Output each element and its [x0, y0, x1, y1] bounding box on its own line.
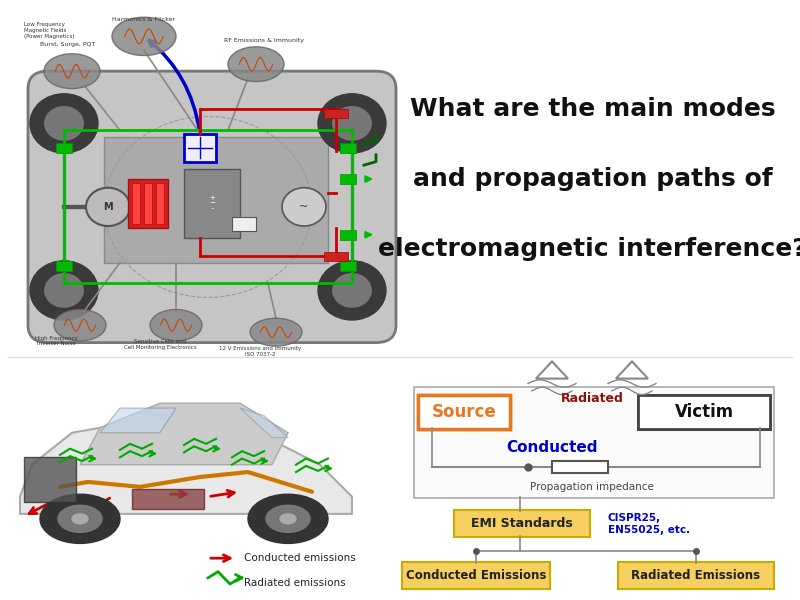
Bar: [132, 182, 140, 224]
Polygon shape: [20, 423, 352, 514]
Polygon shape: [80, 403, 288, 464]
Circle shape: [248, 494, 328, 544]
Bar: [24, 457, 76, 502]
Polygon shape: [240, 408, 288, 437]
Bar: [144, 182, 152, 224]
Text: electromagnetic interference?: electromagnetic interference?: [378, 236, 800, 260]
Text: and propagation paths of: and propagation paths of: [413, 167, 772, 191]
Text: CISPR25,
EN55025, etc.: CISPR25, EN55025, etc.: [608, 512, 690, 535]
FancyBboxPatch shape: [28, 71, 396, 343]
Text: ~: ~: [299, 202, 309, 212]
Bar: [132, 490, 204, 509]
Bar: [324, 252, 348, 261]
Circle shape: [72, 514, 88, 524]
Circle shape: [40, 494, 120, 544]
FancyBboxPatch shape: [618, 562, 774, 589]
FancyBboxPatch shape: [414, 387, 774, 498]
Text: Sensitive Cells and
Cell Monitoring Electronics: Sensitive Cells and Cell Monitoring Elec…: [124, 339, 196, 350]
Text: 12 V Emissions and Immunity
ISO 7037-2: 12 V Emissions and Immunity ISO 7037-2: [219, 346, 301, 357]
Circle shape: [333, 274, 371, 307]
Circle shape: [282, 188, 326, 226]
Text: Propagation impedance: Propagation impedance: [530, 482, 654, 492]
Text: M: M: [103, 202, 113, 212]
Bar: [232, 217, 256, 231]
Bar: [340, 142, 356, 153]
Text: +
─
–: + ─ –: [209, 196, 215, 211]
Ellipse shape: [228, 47, 284, 82]
Bar: [552, 461, 608, 473]
Text: Radiated emissions: Radiated emissions: [244, 578, 346, 588]
Circle shape: [318, 94, 386, 153]
Bar: [104, 137, 328, 263]
Bar: [340, 229, 356, 240]
Circle shape: [333, 107, 371, 140]
Bar: [340, 261, 356, 271]
Text: Victim: Victim: [674, 403, 734, 421]
Bar: [156, 182, 164, 224]
Text: Low Frequency
Magnetic Fields
(Power Magnetics): Low Frequency Magnetic Fields (Power Mag…: [24, 22, 74, 39]
Bar: [340, 174, 356, 184]
Text: Radiated: Radiated: [561, 392, 623, 405]
Text: Radiated Emissions: Radiated Emissions: [631, 569, 761, 582]
Text: EMI Standards: EMI Standards: [471, 517, 573, 530]
Text: Conducted Emissions: Conducted Emissions: [406, 569, 546, 582]
Text: Conducted: Conducted: [506, 440, 598, 455]
Circle shape: [266, 505, 310, 532]
Text: What are the main modes: What are the main modes: [410, 97, 775, 121]
Ellipse shape: [112, 17, 176, 55]
Circle shape: [58, 505, 102, 532]
Bar: [184, 169, 240, 238]
Circle shape: [45, 107, 83, 140]
FancyBboxPatch shape: [638, 395, 770, 429]
Text: High Frequency
Inverter Noise: High Frequency Inverter Noise: [34, 335, 78, 346]
Ellipse shape: [250, 318, 302, 346]
Text: Conducted emissions: Conducted emissions: [244, 553, 356, 563]
Text: Burst, Surge, PQT: Burst, Surge, PQT: [40, 42, 96, 47]
FancyBboxPatch shape: [402, 562, 550, 589]
Text: Harmonics & Flicker: Harmonics & Flicker: [113, 17, 175, 22]
Ellipse shape: [54, 310, 106, 341]
Circle shape: [30, 261, 98, 320]
Circle shape: [280, 514, 296, 524]
Bar: [56, 142, 72, 153]
FancyBboxPatch shape: [418, 395, 510, 429]
Polygon shape: [100, 408, 176, 433]
Text: Source: Source: [432, 403, 496, 421]
Bar: [128, 179, 168, 228]
Bar: [56, 261, 72, 271]
Circle shape: [86, 188, 130, 226]
FancyBboxPatch shape: [454, 510, 590, 537]
Text: RF Emissions & Immunity: RF Emissions & Immunity: [224, 38, 304, 43]
Bar: [324, 109, 348, 118]
Bar: [184, 134, 216, 161]
Circle shape: [45, 274, 83, 307]
Circle shape: [318, 261, 386, 320]
Circle shape: [30, 94, 98, 153]
Ellipse shape: [150, 310, 202, 341]
Ellipse shape: [44, 54, 100, 89]
